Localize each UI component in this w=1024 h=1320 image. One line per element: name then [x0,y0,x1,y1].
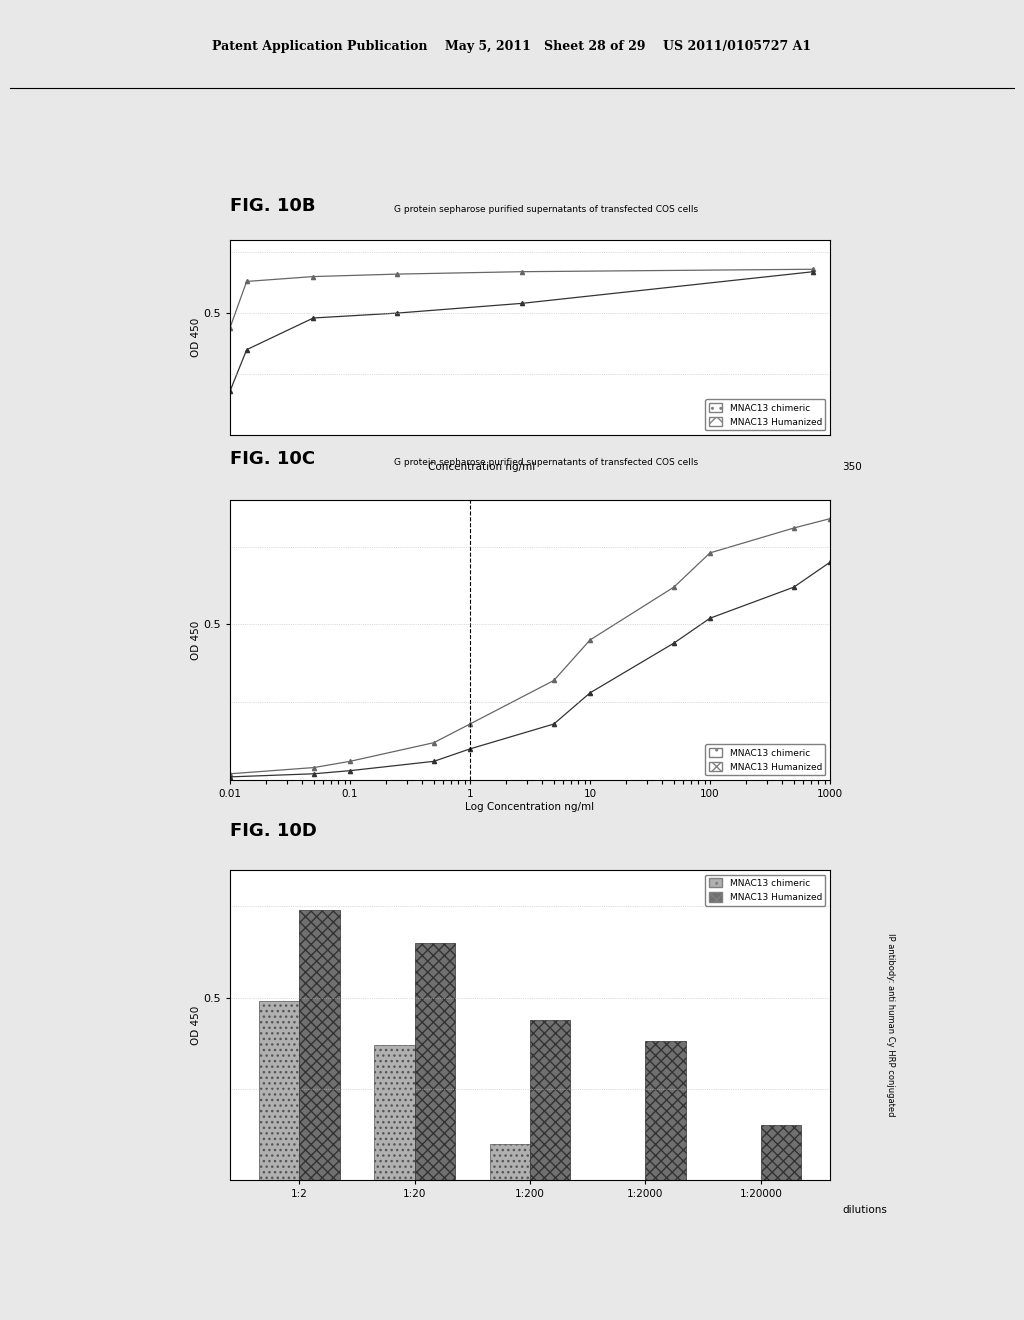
X-axis label: Log Concentration ng/ml: Log Concentration ng/ml [466,801,595,812]
Text: FIG. 10D: FIG. 10D [230,822,317,840]
Legend: MNAC13 chimeric, MNAC13 Humanized: MNAC13 chimeric, MNAC13 Humanized [706,875,825,906]
Text: G protein sepharose purified supernatants of transfected COS cells: G protein sepharose purified supernatant… [394,205,698,214]
Text: dilutions: dilutions [842,1205,887,1214]
Bar [645,1041,686,1180]
Text: FIG. 10B: FIG. 10B [230,197,315,215]
Y-axis label: OD 450: OD 450 [190,620,201,660]
Legend: MNAC13 chimeric, MNAC13 Humanized: MNAC13 chimeric, MNAC13 Humanized [706,400,825,430]
Y-axis label: OD 450: OD 450 [190,318,201,358]
Legend: MNAC13 chimeric, MNAC13 Humanized: MNAC13 chimeric, MNAC13 Humanized [706,744,825,775]
Bar [259,1002,299,1180]
Text: FIG. 10C: FIG. 10C [230,450,315,469]
Bar [299,909,340,1180]
Text: Concentration ng/ml: Concentration ng/ml [428,462,536,473]
Text: Patent Application Publication    May 5, 2011   Sheet 28 of 29    US 2011/010572: Patent Application Publication May 5, 20… [212,40,812,53]
Bar [530,1019,570,1180]
Y-axis label: OD 450: OD 450 [190,1006,201,1044]
Bar [374,1045,415,1180]
Bar [761,1125,801,1180]
Text: 350: 350 [842,462,862,473]
Bar [415,942,455,1180]
Bar [489,1143,530,1180]
Text: G protein sepharose purified supernatants of transfected COS cells: G protein sepharose purified supernatant… [394,458,698,467]
Text: IP antibody: anti human Cy HRP conjugated: IP antibody: anti human Cy HRP conjugate… [886,933,895,1117]
